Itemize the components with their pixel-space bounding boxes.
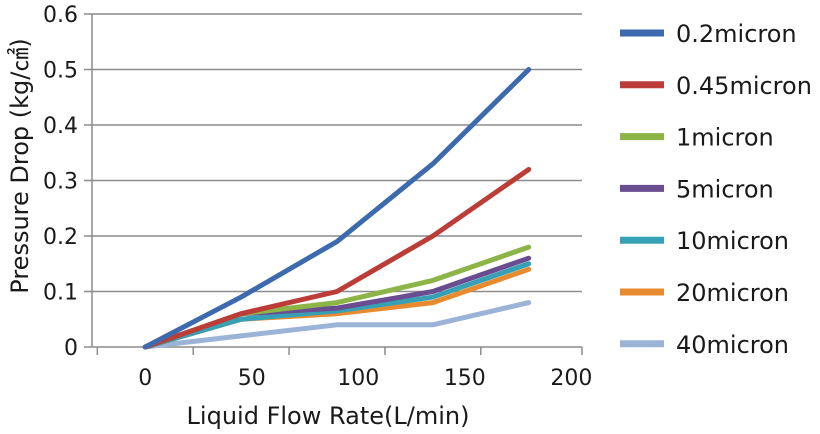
series-line-40micron <box>142 300 532 350</box>
legend: 0.2micron 0.45micron 1micron 5micron 10micro… <box>620 20 812 359</box>
grid-lines <box>92 13 582 293</box>
x-tick-label: 200 <box>550 366 592 391</box>
y-tick-label: 0.3 <box>43 170 78 195</box>
series-lines <box>142 67 532 350</box>
series-line-0-2micron <box>142 67 532 350</box>
y-axis-title: Pressure Drop (kg/㎠) <box>6 38 34 293</box>
y-tick-labels: 0 0.1 0.2 0.3 0.4 0.5 0.6 <box>43 3 78 361</box>
series-line-10micron <box>142 261 532 350</box>
x-tick-label: 0 <box>138 366 152 391</box>
x-tick-labels: 0 50 100 150 200 <box>138 366 592 391</box>
y-tick-label: 0.2 <box>43 225 78 250</box>
y-tick-label: 0.5 <box>43 59 78 84</box>
y-tick-label: 0.4 <box>43 114 78 139</box>
legend-label: 20micron <box>676 279 789 307</box>
x-tick-label: 150 <box>444 366 486 391</box>
legend-label: 5micron <box>676 175 774 203</box>
x-tick-label: 100 <box>337 366 379 391</box>
legend-label: 1micron <box>676 124 774 152</box>
legend-label: 10micron <box>676 227 789 255</box>
x-tick-label: 50 <box>238 366 266 391</box>
legend-label: 40micron <box>676 331 789 359</box>
x-axis-title: Liquid Flow Rate(L/min) <box>187 402 470 430</box>
axes <box>84 13 583 355</box>
y-tick-label: 0.1 <box>43 281 78 306</box>
y-tick-label: 0 <box>64 336 78 361</box>
legend-label: 0.45micron <box>676 72 812 100</box>
y-tick-label: 0.6 <box>43 3 78 28</box>
legend-label: 0.2micron <box>676 20 797 48</box>
series-line-0-45micron <box>142 166 532 350</box>
